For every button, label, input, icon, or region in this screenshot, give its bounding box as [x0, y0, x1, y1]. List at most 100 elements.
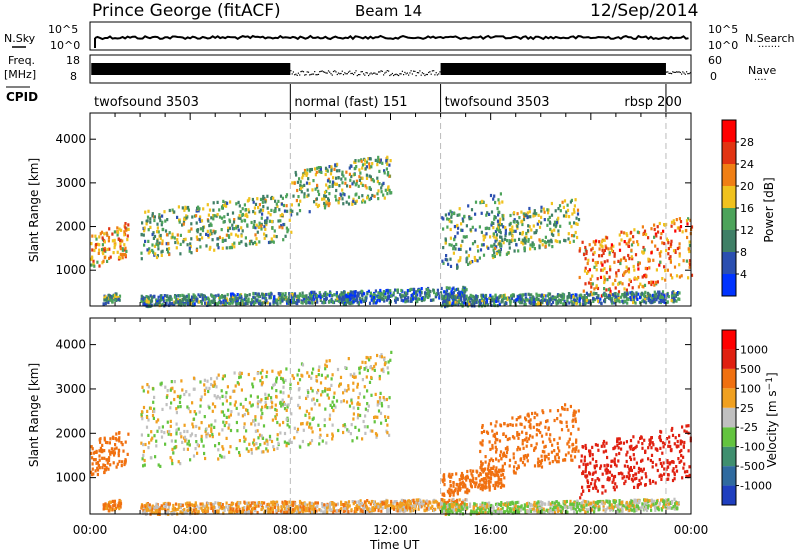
- echo-cell: [345, 298, 348, 302]
- echo-cell: [688, 240, 691, 244]
- echo-cell: [526, 215, 529, 220]
- echo-cell: [623, 287, 626, 291]
- echo-cell: [123, 248, 126, 252]
- echo-cell: [499, 294, 502, 298]
- echo-cell: [578, 297, 581, 301]
- echo-cell: [617, 268, 620, 273]
- echo-cell: [380, 404, 384, 408]
- cpid-label-0: twofsound 3503: [94, 95, 199, 110]
- echo-cell: [529, 247, 532, 251]
- echo-cell: [671, 276, 674, 280]
- freq-dot: [299, 74, 301, 76]
- echo-cell: [644, 294, 647, 298]
- echo-cell: [503, 302, 506, 306]
- echo-cell: [400, 298, 403, 302]
- echo-cell: [372, 293, 375, 297]
- echo-cell: [102, 463, 105, 467]
- echo-cell: [349, 297, 352, 301]
- echo-cell: [244, 397, 247, 401]
- echo-cell: [160, 429, 163, 434]
- echo-cell: [390, 191, 393, 195]
- echo-cell: [140, 294, 143, 298]
- echo-cell: [415, 290, 418, 294]
- echo-cell: [456, 223, 459, 228]
- echo-cell: [252, 441, 255, 445]
- echo-cell: [290, 213, 293, 217]
- echo-cell: [204, 301, 207, 305]
- echo-cell: [156, 226, 159, 230]
- echo-cell: [342, 430, 345, 435]
- echo-cell: [400, 288, 403, 293]
- echo-cell: [151, 510, 154, 514]
- echo-cell: [277, 199, 280, 203]
- echo-cell: [203, 378, 206, 382]
- echo-cell: [477, 249, 480, 253]
- echo-cell: [376, 400, 379, 404]
- echo-cell: [532, 224, 535, 228]
- echo-cell: [642, 294, 646, 298]
- echo-cell: [637, 292, 640, 296]
- echo-cell: [109, 463, 112, 467]
- echo-cell: [274, 416, 277, 421]
- echo-cell: [448, 301, 451, 305]
- echo-cell: [230, 297, 233, 301]
- echo-cell: [316, 300, 319, 304]
- echo-cell: [147, 446, 150, 450]
- echo-cell: [381, 161, 384, 165]
- echo-cell: [576, 235, 579, 240]
- echo-cell: [385, 298, 388, 302]
- echo-cell: [454, 288, 457, 292]
- echo-cell: [599, 275, 603, 279]
- echo-cell: [495, 236, 498, 240]
- echo-cell: [376, 163, 379, 167]
- echo-cell: [328, 359, 331, 363]
- echo-cell: [508, 299, 511, 303]
- echo-cell: [348, 504, 351, 508]
- echo-cell: [205, 435, 208, 439]
- echo-cell: [630, 243, 634, 247]
- echo-cell: [240, 234, 243, 238]
- echo-cell: [632, 297, 635, 301]
- echo-cell: [644, 290, 647, 294]
- echo-cell: [513, 220, 516, 224]
- echo-cell: [90, 470, 93, 474]
- echo-cell: [332, 507, 335, 511]
- echo-cell: [344, 504, 347, 508]
- echo-cell: [583, 298, 586, 303]
- echo-cell: [342, 202, 345, 206]
- freq-dot: [687, 73, 689, 75]
- echo-cell: [123, 243, 126, 247]
- echo-cell: [364, 167, 367, 171]
- echo-cell: [254, 233, 257, 237]
- echo-cell: [352, 296, 356, 300]
- echo-cell: [99, 437, 102, 441]
- echo-cell: [227, 508, 230, 512]
- echo-cell: [379, 160, 382, 164]
- echo-cell: [459, 258, 462, 262]
- echo-cell: [670, 220, 674, 224]
- echo-cell: [397, 505, 400, 509]
- echo-cell: [103, 467, 106, 471]
- echo-cell: [238, 509, 241, 513]
- echo-cell: [666, 268, 669, 272]
- echo-cell: [460, 222, 463, 226]
- echo-cell: [379, 411, 383, 415]
- freq-dot: [306, 71, 308, 73]
- echo-cell: [303, 168, 307, 173]
- echo-cell: [203, 383, 206, 387]
- echo-cell: [482, 253, 486, 257]
- echo-cell: [363, 425, 366, 429]
- echo-cell: [228, 415, 231, 419]
- echo-cell: [115, 292, 118, 296]
- echo-cell: [415, 294, 418, 298]
- echo-cell: [321, 197, 324, 201]
- echo-cell: [301, 363, 305, 367]
- echo-cell: [568, 294, 571, 298]
- echo-cell: [315, 509, 318, 513]
- echo-cell: [102, 302, 105, 306]
- echo-cell: [605, 271, 608, 275]
- echo-cell: [578, 302, 581, 306]
- echo-cell: [151, 506, 154, 510]
- echo-cell: [369, 175, 372, 179]
- echo-cell: [324, 172, 327, 177]
